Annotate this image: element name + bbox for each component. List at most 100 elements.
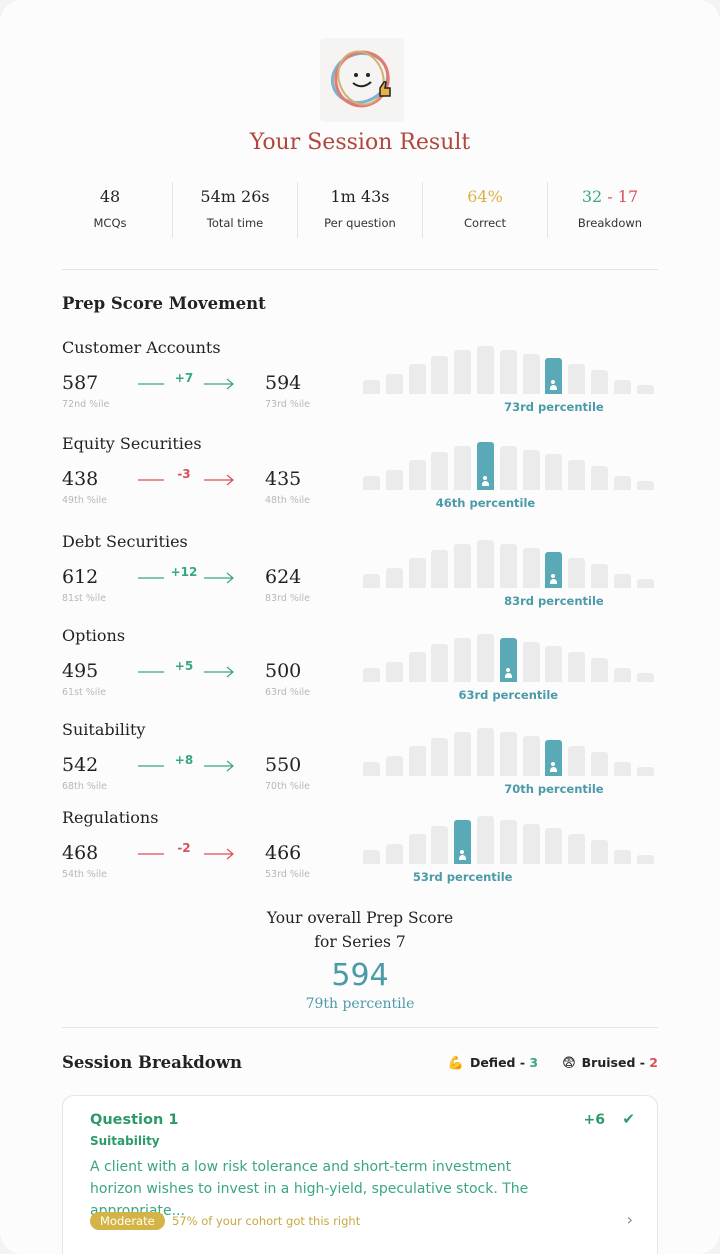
- score-after: 466: [265, 842, 302, 864]
- percentile-label: 46th percentile: [435, 496, 536, 510]
- distribution-bar: [522, 824, 540, 864]
- mascot-logo-icon: [320, 38, 404, 122]
- distribution-bar: [591, 466, 608, 490]
- percentile-label: 73rd percentile: [504, 400, 604, 414]
- percentile-before: 72nd %ile: [62, 399, 110, 410]
- distribution-bar: [545, 646, 563, 682]
- chevron-right-icon[interactable]: ›: [626, 1210, 633, 1229]
- stat-mcqs: 48 MCQs: [48, 182, 173, 238]
- question-score-delta: +6: [583, 1112, 605, 1128]
- distribution-bar: [636, 767, 654, 776]
- score-delta: -3: [164, 467, 204, 481]
- distribution-bar: [545, 454, 563, 490]
- user-position-bar: [499, 638, 517, 682]
- overall-score: 594: [331, 958, 389, 993]
- percentile-distribution-chart: 46th percentile: [363, 434, 659, 524]
- distribution-bar: [454, 638, 472, 682]
- distribution-bar: [636, 481, 654, 490]
- subject-name: Suitability: [62, 720, 146, 739]
- percentile-before: 49th %ile: [62, 495, 108, 506]
- stat-label: Correct: [464, 216, 506, 230]
- distribution-bar: [363, 380, 380, 394]
- overall-score-block: Your overall Prep Score for Series 7 594…: [0, 906, 720, 1012]
- cohort-stat: 57% of your cohort got this right: [172, 1214, 361, 1228]
- distribution-bar: [591, 658, 608, 682]
- distribution-bar: [454, 350, 472, 394]
- distribution-bar: [454, 544, 472, 588]
- distribution-bar: [477, 540, 494, 588]
- stat-label: Per question: [324, 216, 396, 230]
- stat-label: Breakdown: [577, 216, 643, 230]
- distribution-bar: [454, 446, 472, 490]
- distribution-bar: [499, 350, 517, 394]
- distribution-bar: [591, 840, 608, 864]
- score-after: 594: [265, 372, 302, 394]
- question-text: A client with a low risk tolerance and s…: [90, 1159, 529, 1219]
- distribution-bar: [408, 460, 426, 490]
- distribution-bar: [431, 644, 449, 682]
- percentile-after: 53rd %ile: [265, 869, 311, 880]
- flexed-arm-icon: 💪: [447, 1056, 464, 1071]
- subject-name: Equity Securities: [62, 434, 202, 453]
- percentile-before: 81st %ile: [62, 593, 106, 604]
- score-delta: +7: [164, 371, 204, 385]
- distribution-bar: [385, 756, 403, 776]
- percentile-before: 68th %ile: [62, 781, 108, 792]
- score-before: 468: [62, 842, 99, 864]
- distribution-bar: [545, 828, 563, 864]
- percentile-before: 61st %ile: [62, 687, 106, 698]
- movement-row: Options 495 61st %ile +5 500 63rd %ile 6…: [62, 626, 658, 716]
- distribution-bar: [613, 380, 631, 394]
- percentile-distribution-chart: 63rd percentile: [363, 626, 659, 716]
- distribution-bar: [385, 568, 403, 588]
- distribution-bar: [522, 642, 540, 682]
- distribution-bar: [363, 574, 380, 588]
- distribution-bar: [385, 844, 403, 864]
- legend-defied-count: 3: [529, 1055, 539, 1070]
- distribution-bar: [363, 762, 380, 776]
- legend-bruised-label: Bruised -: [581, 1055, 650, 1070]
- distribution-bar: [431, 356, 449, 394]
- overall-line-1: Your overall Prep Score: [266, 909, 454, 927]
- distribution-bar: [613, 476, 631, 490]
- movement-row: Suitability 542 68th %ile +8 550 70th %i…: [62, 720, 658, 810]
- distribution-bar: [636, 855, 654, 864]
- percentile-after: 48th %ile: [265, 495, 311, 506]
- stat-wrong-count: 17: [617, 187, 639, 206]
- distribution-bar: [522, 450, 540, 490]
- section-title-breakdown: Session Breakdown: [62, 1053, 243, 1072]
- distribution-bar: [522, 354, 540, 394]
- distribution-bar: [613, 850, 631, 864]
- distribution-bar: [477, 728, 494, 776]
- stat-value: 1m 43s: [330, 187, 390, 206]
- percentile-label: 83rd percentile: [504, 594, 604, 608]
- percentile-after: 83rd %ile: [265, 593, 311, 604]
- page-title: Your Session Result: [249, 130, 471, 155]
- legend-bruised-count: 2: [649, 1055, 658, 1070]
- score-before: 495: [62, 660, 99, 682]
- distribution-bar: [636, 385, 654, 394]
- percentile-after: 73rd %ile: [265, 399, 311, 410]
- subject-name: Regulations: [62, 808, 159, 827]
- score-after: 500: [265, 660, 302, 682]
- stat-separator: -: [602, 187, 618, 206]
- percentile-before: 54th %ile: [62, 869, 108, 880]
- distribution-bar: [636, 673, 654, 682]
- breakdown-legend: 💪 Defied - 3 😨 Bruised - 2: [448, 1055, 658, 1071]
- legend-bruised: 😨 Bruised - 2: [562, 1055, 658, 1071]
- distribution-bar: [499, 446, 517, 490]
- stat-value: 48: [99, 187, 121, 206]
- distribution-bar: [385, 662, 403, 682]
- distribution-bar: [568, 364, 586, 394]
- score-delta: -2: [164, 841, 204, 855]
- distribution-bar: [568, 746, 586, 776]
- percentile-label: 70th percentile: [504, 782, 604, 796]
- distribution-bar: [568, 834, 586, 864]
- question-card[interactable]: Question 1 Suitability A client with a l…: [62, 1095, 658, 1254]
- percentile-distribution-chart: 73rd percentile: [363, 338, 659, 428]
- distribution-bar: [431, 452, 449, 490]
- distribution-bar: [408, 652, 426, 682]
- distribution-bar: [613, 574, 631, 588]
- stat-label: Total time: [206, 216, 264, 230]
